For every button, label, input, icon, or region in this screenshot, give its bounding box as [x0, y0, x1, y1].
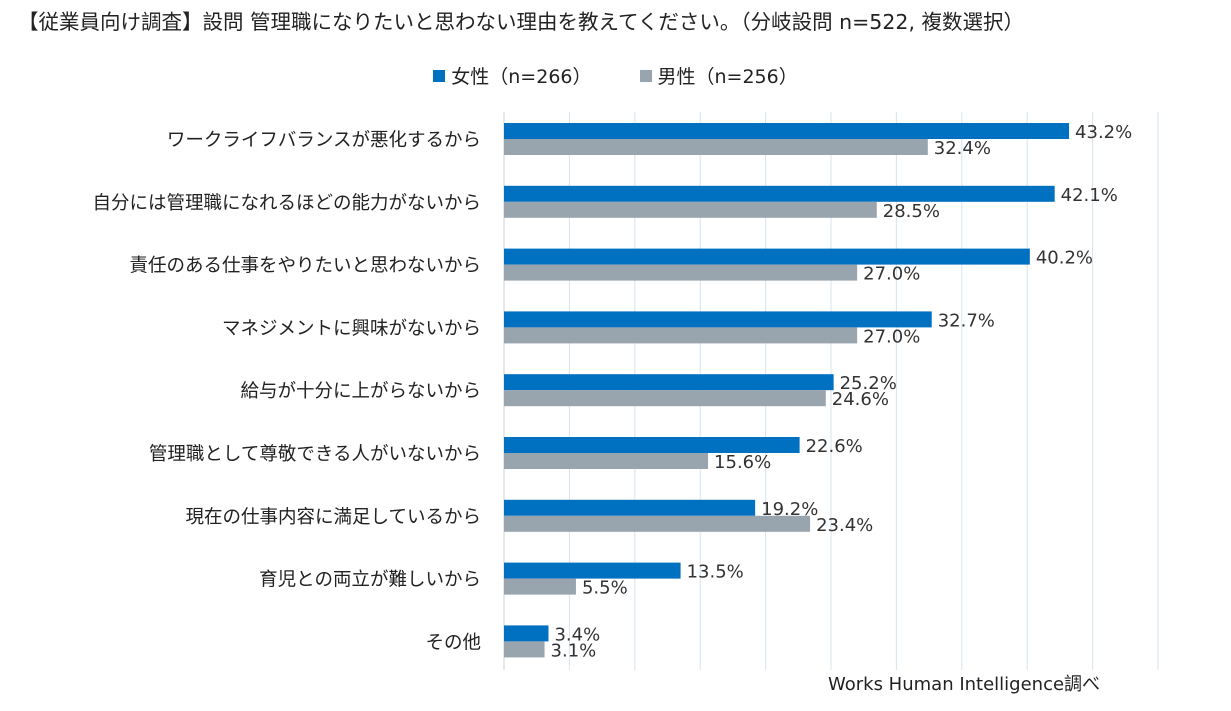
category-label: 自分には管理職になれるほどの能力がないから	[92, 193, 481, 214]
data-label-female: 3.4%	[554, 624, 600, 645]
category-label: ワークライフバランスが悪化するから	[167, 130, 481, 151]
data-label-female: 32.7%	[938, 310, 995, 331]
bar-male	[504, 641, 545, 658]
page-title: 【従業員向け調査】設問 管理職になりたいと思わない理由を教えてください。（分岐設…	[18, 10, 1024, 34]
chart-legend: 女性（n=266） 男性（n=256）	[0, 62, 1231, 89]
legend-swatch-female	[433, 69, 446, 82]
legend-item-male: 男性（n=256）	[639, 62, 798, 89]
legend-label-male: 男性（n=256）	[657, 66, 798, 88]
data-label-male: 5.5%	[582, 578, 628, 599]
data-label-female: 19.2%	[761, 499, 818, 520]
bar-male	[504, 327, 858, 344]
bar-male	[504, 515, 811, 532]
source-note: Works Human Intelligence調べ	[828, 674, 1101, 695]
bar-male	[504, 453, 709, 469]
data-label-male: 27.0%	[863, 264, 920, 285]
data-label-male: 3.1%	[551, 640, 597, 661]
category-label: 管理職として尊敬できる人がいないから	[149, 444, 481, 465]
category-label: 育児との両立が難しいから	[259, 570, 481, 591]
legend-item-female: 女性（n=266）	[433, 62, 592, 89]
bar-female	[504, 123, 1070, 139]
bar-male	[504, 578, 576, 595]
data-label-male: 15.6%	[714, 452, 771, 473]
bar-male	[504, 264, 858, 281]
bar-male	[504, 201, 877, 218]
data-label-female: 22.6%	[806, 436, 863, 457]
data-label-female: 25.2%	[840, 373, 897, 394]
data-label-female: 42.1%	[1061, 185, 1118, 206]
bar-male	[504, 390, 826, 407]
category-label: マネジメントに興味がないから	[222, 318, 481, 339]
bar-female	[504, 437, 800, 453]
data-label-male: 23.4%	[816, 515, 873, 536]
legend-swatch-male	[639, 69, 652, 82]
data-label-male: 27.0%	[863, 326, 920, 347]
category-label: その他	[425, 632, 481, 653]
bar-female	[504, 374, 834, 391]
bar-female	[504, 311, 932, 328]
bar-female	[504, 499, 756, 516]
bar-female	[504, 625, 549, 642]
bar-female	[504, 185, 1055, 202]
data-label-male: 24.6%	[832, 389, 889, 410]
data-label-female: 43.2%	[1075, 122, 1132, 143]
category-label: 現在の仕事内容に満足しているから	[186, 507, 481, 528]
bar-female	[504, 248, 1030, 265]
bar-male	[504, 139, 928, 155]
data-label-male: 32.4%	[934, 138, 991, 159]
category-label: 責任のある仕事をやりたいと思わないから	[129, 256, 481, 277]
data-label-female: 13.5%	[687, 562, 744, 583]
legend-label-female: 女性（n=266）	[451, 66, 592, 88]
data-label-female: 40.2%	[1036, 248, 1093, 269]
bar-female	[504, 562, 681, 579]
category-label: 給与が十分に上がらないから	[240, 381, 481, 402]
data-label-male: 28.5%	[883, 201, 940, 222]
